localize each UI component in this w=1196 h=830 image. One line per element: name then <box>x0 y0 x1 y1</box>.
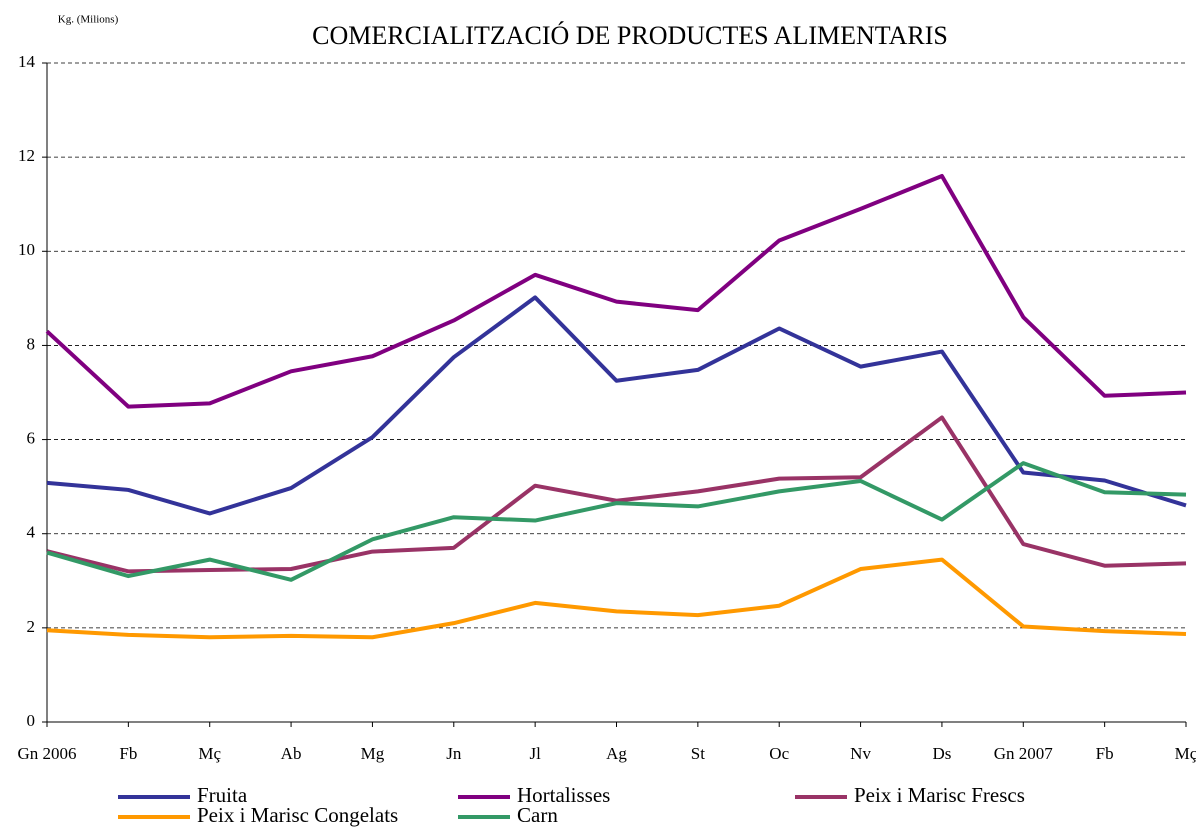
x-tick-label: Ds <box>932 744 951 763</box>
y-tick-label: 6 <box>27 428 36 447</box>
series-line <box>46 295 1187 516</box>
legend-label: Fruita <box>197 783 248 807</box>
x-tick-label: Fb <box>1096 744 1114 763</box>
x-tick-label: Fb <box>119 744 137 763</box>
series-line <box>45 173 1187 409</box>
series-line <box>46 415 1187 574</box>
x-tick-label: Mç <box>1175 744 1196 763</box>
x-tick-label: Mç <box>198 744 221 763</box>
legend-label: Hortalisses <box>517 783 610 807</box>
y-tick-label: 0 <box>27 711 36 730</box>
x-tick-label: Mg <box>361 744 385 763</box>
x-tick-label: Jn <box>446 744 462 763</box>
legend-label: Peix i Marisc Congelats <box>197 803 398 827</box>
y-tick-label: 14 <box>18 52 36 71</box>
y-tick-label: 10 <box>18 240 35 259</box>
x-tick-label: Oc <box>769 744 789 763</box>
x-tick-label: Gn 2007 <box>994 744 1054 763</box>
x-tick-label: St <box>691 744 705 763</box>
x-tick-label: Jl <box>529 744 541 763</box>
y-tick-label: 4 <box>27 523 36 542</box>
series-line <box>46 557 1187 640</box>
y-tick-label: 8 <box>27 334 36 353</box>
legend-label: Carn <box>517 803 558 827</box>
y-axis-label: Kg. (Milions) <box>58 14 119 26</box>
x-tick-label: Gn 2006 <box>17 744 76 763</box>
y-tick-label: 2 <box>27 617 36 636</box>
y-tick-label: 12 <box>18 146 35 165</box>
legend-label: Peix i Marisc Frescs <box>854 783 1025 807</box>
x-tick-label: Ag <box>606 744 627 763</box>
chart-title: COMERCIALITZACIÓ DE PRODUCTES ALIMENTARI… <box>312 21 948 50</box>
x-tick-label: Ab <box>281 744 302 763</box>
series-line <box>46 461 1187 582</box>
x-tick-label: Nv <box>850 744 871 763</box>
